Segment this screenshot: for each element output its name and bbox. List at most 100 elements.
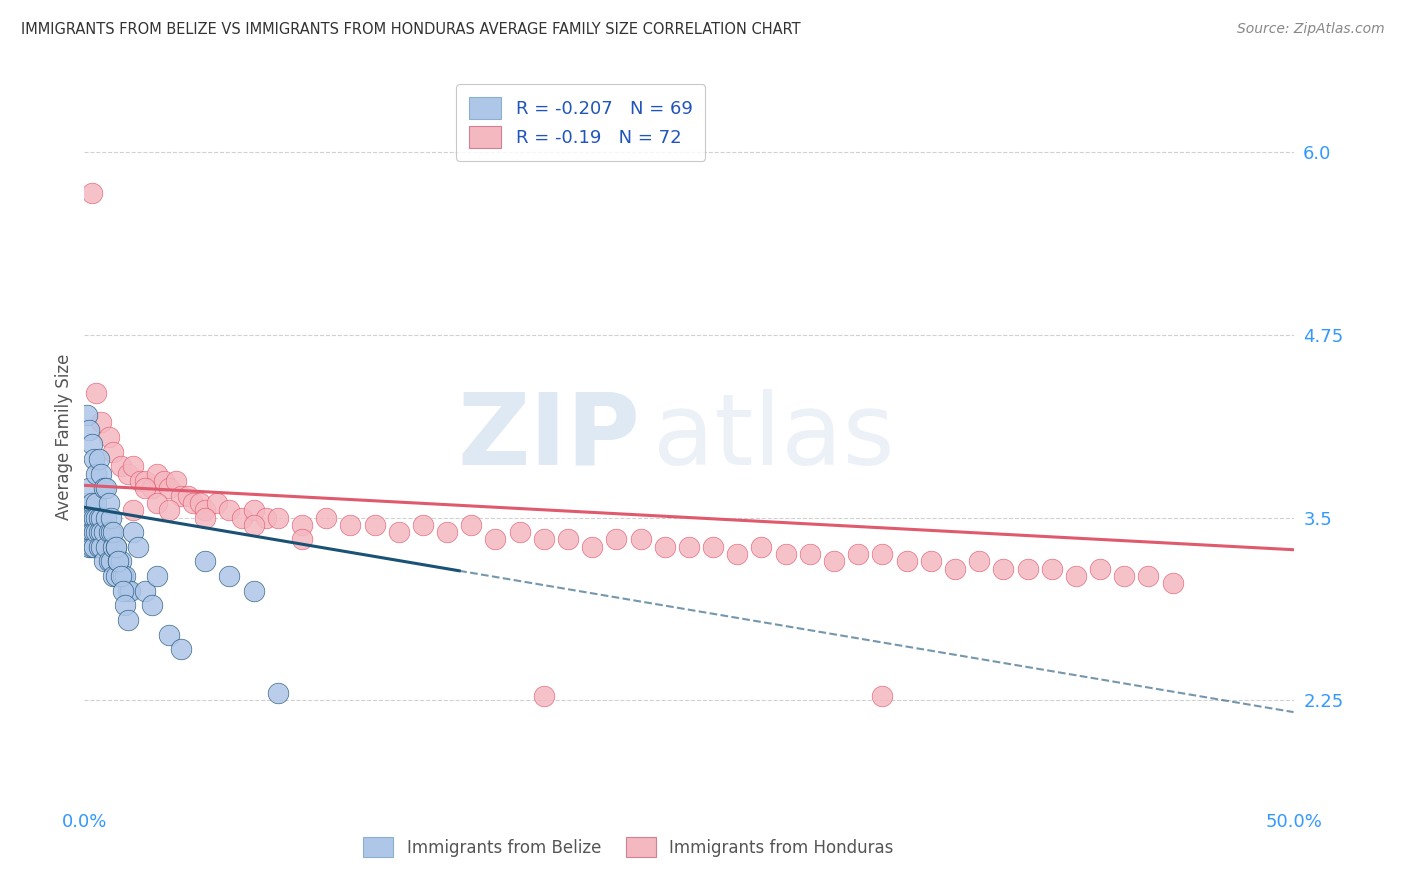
Point <box>110 459 132 474</box>
Point <box>291 533 314 547</box>
Point <box>103 444 125 458</box>
Point <box>153 474 176 488</box>
Point <box>97 430 120 444</box>
Point <box>194 510 217 524</box>
Point <box>896 554 918 568</box>
Text: atlas: atlas <box>652 389 894 485</box>
Point <box>93 554 115 568</box>
Point <box>83 540 105 554</box>
Text: Source: ZipAtlas.com: Source: ZipAtlas.com <box>1237 22 1385 37</box>
Point <box>190 496 212 510</box>
Point <box>775 547 797 561</box>
Point <box>87 525 110 540</box>
Point <box>533 689 555 703</box>
Point <box>134 583 156 598</box>
Point <box>83 525 105 540</box>
Point <box>117 583 139 598</box>
Point <box>86 496 108 510</box>
Point <box>1064 569 1087 583</box>
Point <box>107 554 129 568</box>
Point <box>823 554 845 568</box>
Point <box>678 540 700 554</box>
Point <box>242 503 264 517</box>
Point <box>100 510 122 524</box>
Point <box>77 510 100 524</box>
Point <box>103 569 125 583</box>
Point <box>460 517 482 532</box>
Point <box>86 525 108 540</box>
Point <box>97 496 120 510</box>
Point <box>725 547 748 561</box>
Point <box>267 510 290 524</box>
Point <box>80 510 103 524</box>
Point <box>630 533 652 547</box>
Point <box>388 525 411 540</box>
Point <box>157 481 180 495</box>
Point <box>291 517 314 532</box>
Point <box>177 489 200 503</box>
Point <box>242 583 264 598</box>
Point <box>114 569 136 583</box>
Point <box>112 583 135 598</box>
Point <box>1114 569 1136 583</box>
Point <box>1161 576 1184 591</box>
Point <box>799 547 821 561</box>
Point <box>76 525 98 540</box>
Point <box>231 510 253 524</box>
Point <box>104 569 127 583</box>
Point <box>436 525 458 540</box>
Point <box>83 452 105 467</box>
Point <box>702 540 724 554</box>
Point <box>90 510 112 524</box>
Point <box>80 437 103 451</box>
Point <box>103 525 125 540</box>
Point <box>218 503 240 517</box>
Point <box>146 496 169 510</box>
Point <box>114 599 136 613</box>
Point <box>90 416 112 430</box>
Point <box>967 554 990 568</box>
Point <box>117 467 139 481</box>
Point <box>943 562 966 576</box>
Point <box>80 540 103 554</box>
Point <box>509 525 531 540</box>
Point <box>129 474 152 488</box>
Point <box>1040 562 1063 576</box>
Point <box>141 599 163 613</box>
Point <box>363 517 385 532</box>
Point <box>127 540 149 554</box>
Point <box>872 547 894 561</box>
Point <box>194 503 217 517</box>
Point <box>87 540 110 554</box>
Point <box>121 459 143 474</box>
Point <box>339 517 361 532</box>
Text: ZIP: ZIP <box>458 389 641 485</box>
Point <box>242 517 264 532</box>
Point <box>120 583 142 598</box>
Point <box>87 510 110 524</box>
Point <box>157 627 180 641</box>
Point <box>165 474 187 488</box>
Point <box>181 496 204 510</box>
Point <box>104 540 127 554</box>
Point <box>412 517 434 532</box>
Point <box>76 408 98 422</box>
Point <box>121 503 143 517</box>
Point <box>581 540 603 554</box>
Point <box>254 510 277 524</box>
Y-axis label: Average Family Size: Average Family Size <box>55 354 73 520</box>
Point <box>103 540 125 554</box>
Point <box>157 503 180 517</box>
Point <box>846 547 869 561</box>
Point <box>170 642 193 657</box>
Point <box>100 554 122 568</box>
Point <box>267 686 290 700</box>
Point <box>170 489 193 503</box>
Point <box>146 569 169 583</box>
Point <box>654 540 676 554</box>
Point <box>751 540 773 554</box>
Point <box>94 540 117 554</box>
Point <box>218 569 240 583</box>
Point <box>1088 562 1111 576</box>
Point <box>194 554 217 568</box>
